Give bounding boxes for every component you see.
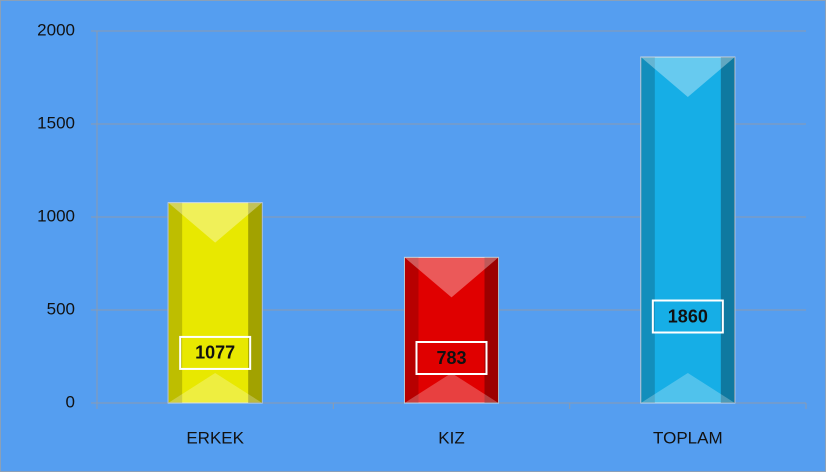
bar-shade: [404, 257, 419, 403]
y-tick-label: 0: [66, 392, 75, 411]
bar-highlight: [168, 373, 263, 403]
bar-highlight: [640, 373, 735, 403]
bar-highlight: [640, 57, 735, 98]
y-tick-label: 1500: [37, 113, 75, 132]
bar: [404, 256, 499, 404]
bar-highlight: [168, 202, 263, 243]
bar-shade: [484, 257, 499, 403]
bar-highlight: [404, 257, 499, 298]
bar-shade: [640, 57, 655, 403]
bar-highlight: [404, 373, 499, 403]
data-label-box: [651, 299, 724, 334]
bar-shade: [168, 202, 183, 403]
data-label: 1860: [668, 306, 708, 326]
data-label: 783: [436, 348, 466, 368]
y-tick-label: 500: [47, 299, 75, 318]
data-label-box: [179, 335, 252, 370]
bar: [640, 56, 736, 404]
y-tick-label: 2000: [37, 20, 75, 39]
x-tick-label: KIZ: [438, 428, 464, 447]
bar-shade: [248, 202, 263, 403]
data-label: 1077: [195, 343, 235, 363]
x-tick-label: TOPLAM: [653, 428, 723, 447]
bar-shade: [720, 57, 735, 403]
x-tick-label: ERKEK: [186, 428, 244, 447]
y-tick-label: 1000: [37, 206, 75, 225]
data-label-box: [415, 341, 488, 375]
